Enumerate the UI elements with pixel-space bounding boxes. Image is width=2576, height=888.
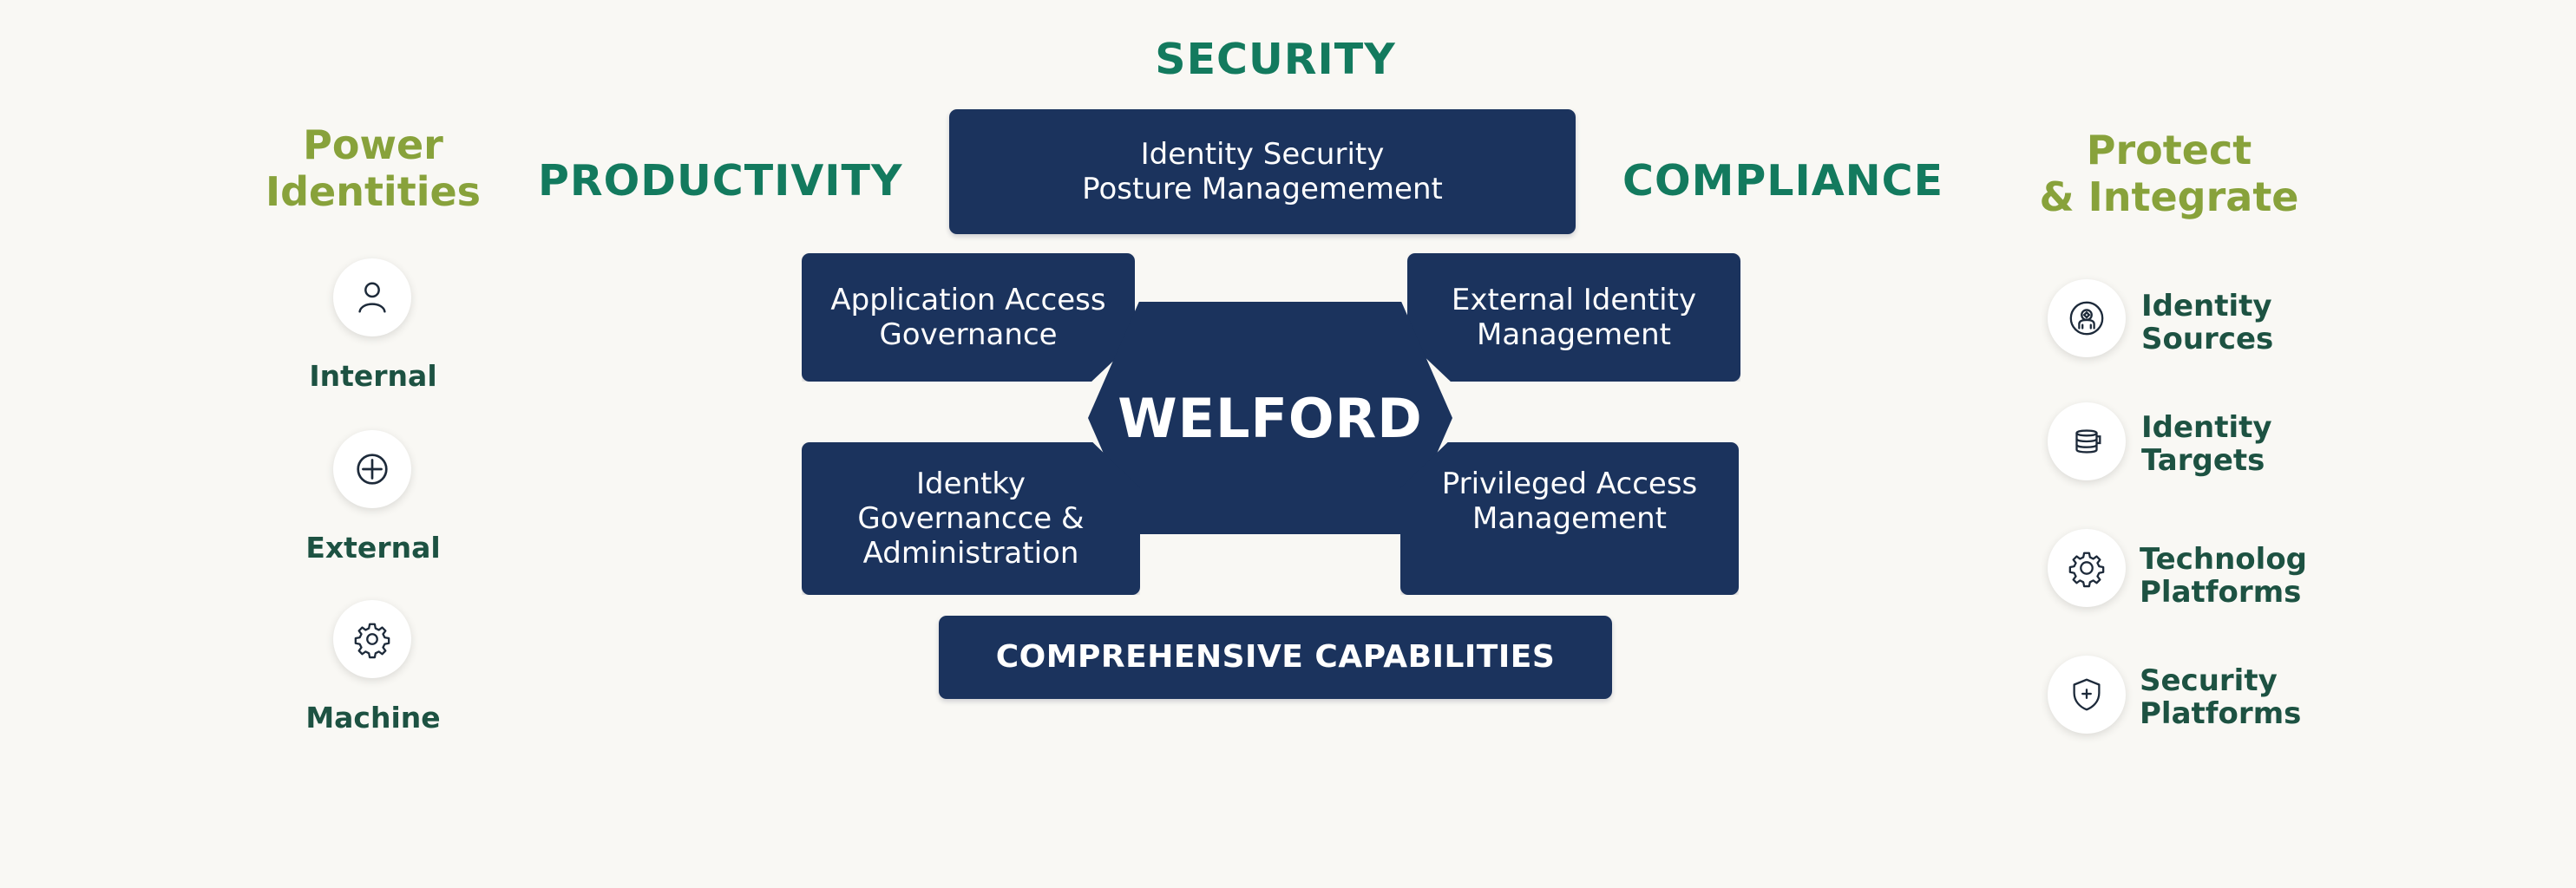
external-identity-management-text: External Identity Management: [1451, 283, 1697, 352]
security-heading: SECURITY: [1155, 35, 1396, 84]
identity-governance-administration-text: Identky Governancce & Administration: [857, 467, 1085, 571]
application-access-governance-box: Application Access Governance: [802, 253, 1135, 382]
external-label: External: [305, 531, 441, 565]
identity-sources-icon: [2048, 279, 2126, 357]
welford-hub-text: WELFORD: [1118, 386, 1423, 450]
identity-targets-database-icon: [2048, 402, 2126, 480]
protect-integrate-title: Protect & Integrate: [2039, 127, 2299, 220]
machine-label: Machine: [305, 701, 441, 735]
comprehensive-capabilities-text: COMPREHENSIVE CAPABILITIES: [995, 639, 1556, 675]
identity-targets-label: Identity Targets: [2141, 410, 2272, 478]
privileged-access-management-box: Privileged Access Management: [1400, 442, 1739, 595]
identity-security-posture-text: Identity Security Posture Managemement: [1082, 137, 1443, 206]
machine-gear-icon: [333, 600, 411, 678]
productivity-heading: PRODUCTIVITY: [538, 156, 903, 206]
external-plus-circle-icon: [333, 430, 411, 508]
compliance-heading: COMPLIANCE: [1622, 156, 1944, 206]
identity-sources-label: Identity Sources: [2141, 289, 2274, 356]
external-identity-management-box: External Identity Management: [1407, 253, 1740, 382]
identity-security-posture-box: Identity Security Posture Managemement: [949, 109, 1576, 234]
power-identities-title: Power Identities: [265, 121, 482, 215]
technology-platforms-gear-icon: [2048, 529, 2126, 607]
comprehensive-capabilities-box: COMPREHENSIVE CAPABILITIES: [939, 616, 1612, 699]
application-access-governance-text: Application Access Governance: [830, 283, 1106, 352]
identity-governance-administration-box: Identky Governancce & Administration: [802, 442, 1140, 595]
security-platforms-shield-icon: [2048, 656, 2126, 734]
privileged-access-management-text: Privileged Access Management: [1441, 467, 1698, 536]
internal-person-icon: [333, 258, 411, 336]
technology-platforms-label: Technolog Platforms: [2140, 542, 2308, 610]
welford-hub: WELFORD: [1088, 302, 1452, 534]
internal-label: Internal: [309, 359, 437, 393]
security-platforms-label: Security Platforms: [2140, 663, 2302, 731]
